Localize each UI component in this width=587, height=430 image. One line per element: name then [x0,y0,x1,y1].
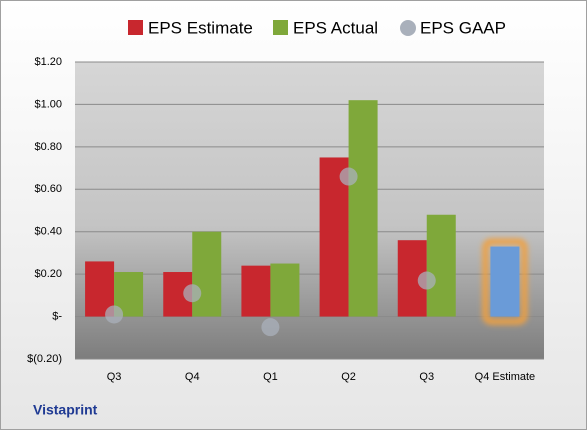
y-tick-label: $0.80 [34,141,62,153]
bar-glow [482,238,528,325]
legend-text: EPS Actual [293,18,378,37]
x-tick-label: Q2 [341,371,356,383]
footer: Vistaprint [33,402,98,418]
x-tick-label: Q3 [419,371,434,383]
bar [241,265,271,317]
gaap-dot [183,284,202,303]
y-tick-label: $0.40 [34,226,62,238]
x-tick-label: Q3 [107,371,122,383]
plot-area [75,62,544,359]
gaap-dot [417,271,436,290]
y-tick-label: $- [52,310,62,322]
legend-marker [128,20,143,35]
bar [426,214,456,317]
gaap-dot [339,167,358,186]
legend-marker [273,20,288,35]
y-tick-label: $0.60 [34,183,62,195]
bar [348,100,378,317]
y-tick-label: $0.20 [34,268,62,280]
y-tick-label: $(0.20) [27,353,62,365]
bar [270,263,300,317]
x-tick-label: Q4 [185,371,200,383]
y-tick-label: $1.20 [34,56,62,68]
y-tick-label: $1.00 [34,98,62,110]
legend-text: EPS Estimate [148,18,253,37]
bar [490,246,520,317]
gaap-dot [261,318,280,337]
x-tick-label: Q1 [263,371,278,383]
x-tick-label: Q4 Estimate [475,371,536,383]
legend-marker [400,20,416,36]
gaap-dot [105,305,124,324]
legend-text: EPS GAAP [420,18,506,37]
bar [192,231,222,317]
